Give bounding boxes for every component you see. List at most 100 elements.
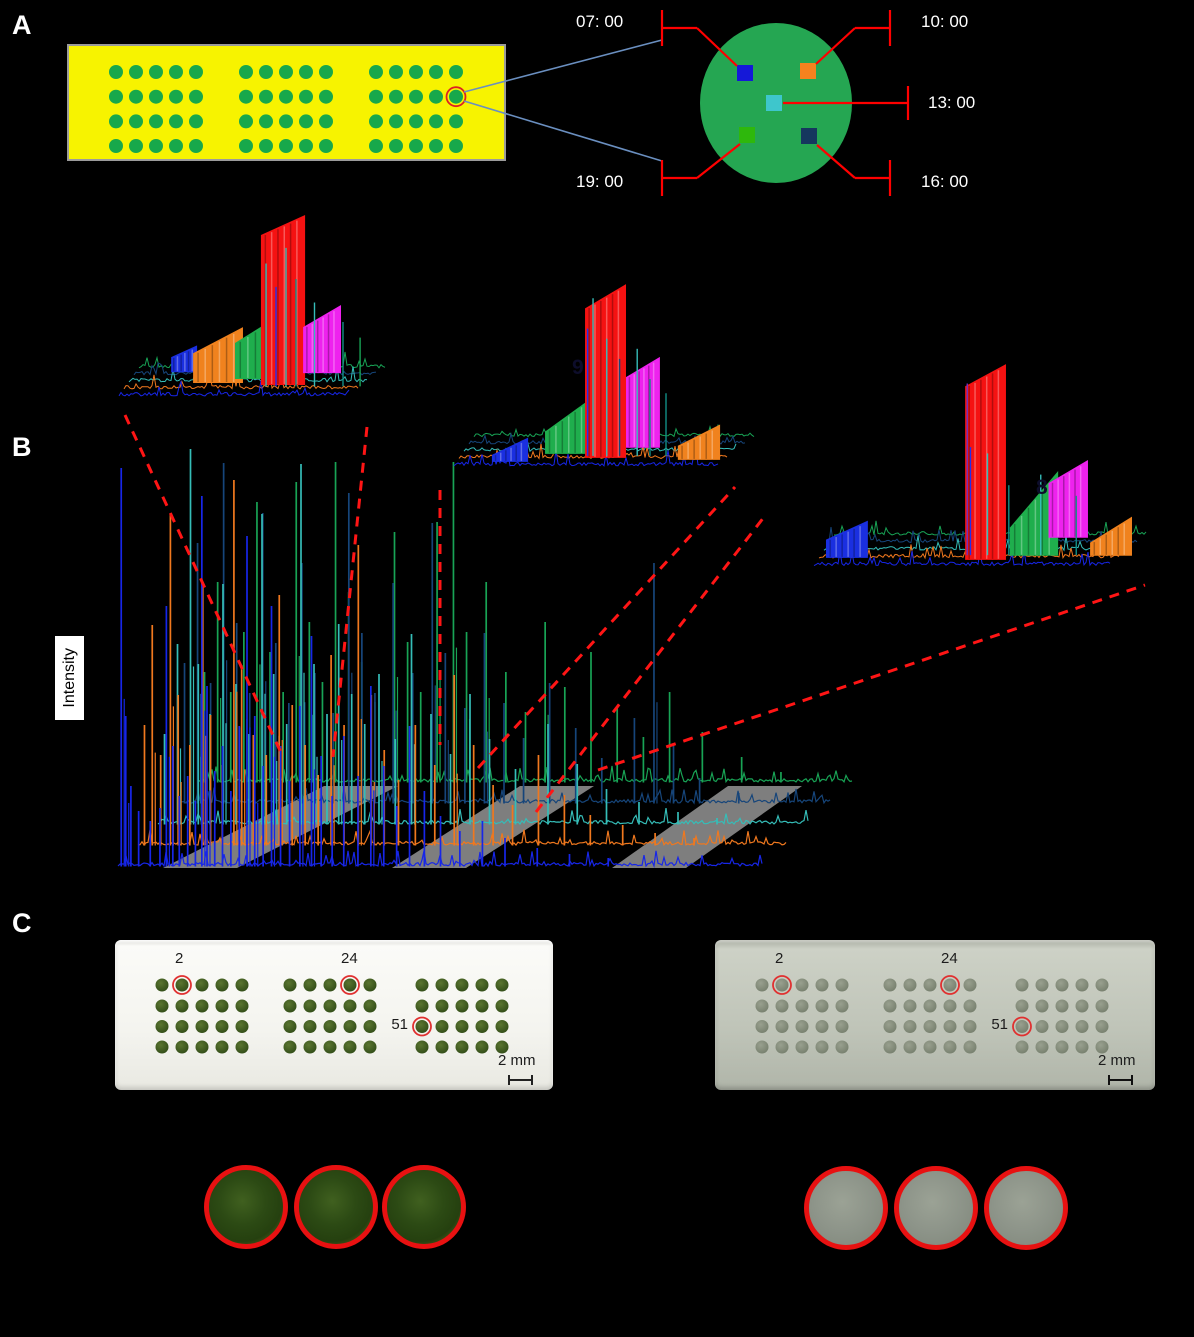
colony-spot (1035, 1040, 1049, 1054)
spectra-inset-2 (453, 284, 755, 467)
plate-dot (259, 65, 273, 79)
colony-plate-photo-dried (715, 940, 1155, 1090)
colony-spot (175, 1020, 189, 1033)
peak-fence-green (1009, 470, 1059, 556)
colony-spot (1095, 999, 1109, 1013)
zoom-region-band (612, 786, 802, 868)
colony-spot (235, 999, 249, 1013)
sampling-square-top-right (800, 63, 816, 79)
plate-dot (279, 89, 293, 104)
peak-fence-blue (825, 520, 868, 558)
highlighted-spot-ring (340, 975, 360, 995)
spot-label-2-left: 2 (175, 950, 184, 967)
plate-dot (319, 65, 333, 79)
colony-spot (235, 978, 249, 992)
colony-spot (155, 1020, 169, 1033)
colony-spot (963, 1020, 977, 1033)
colony-spot (283, 1040, 297, 1054)
peak-fence-red (585, 284, 626, 458)
plate-dot (189, 114, 203, 129)
plate-dot (169, 65, 183, 79)
colony-spot (963, 978, 977, 992)
colony-spot (495, 1040, 509, 1054)
colony-spot (435, 999, 449, 1013)
peak-fence-orange (677, 424, 721, 460)
colony-spot (755, 1040, 769, 1054)
plate-dot (409, 65, 423, 79)
time-connector-line (696, 27, 738, 67)
colony-spot (815, 999, 829, 1013)
plate-dot (389, 65, 403, 79)
plate-dot (149, 65, 163, 79)
colony-spot (1035, 1020, 1049, 1033)
colony-spot (1095, 978, 1109, 992)
time-connector-line (815, 27, 856, 65)
plate-dot (369, 139, 383, 153)
colony-spot (215, 978, 229, 992)
colony-spot (835, 1040, 849, 1054)
colony-spot (475, 978, 489, 992)
colony-closeup-green-3 (382, 1165, 466, 1249)
colony-spot (323, 1040, 337, 1054)
colony-spot (1015, 978, 1029, 992)
colony-spot (363, 978, 377, 992)
colony-spot (363, 999, 377, 1013)
plate-dot (449, 139, 463, 153)
colony-spot (1095, 1040, 1109, 1054)
colony-spot (943, 999, 957, 1013)
colony-spot (815, 978, 829, 992)
colony-spot (175, 978, 189, 992)
colony-spot (883, 999, 897, 1013)
zoom-dashed-line (534, 516, 766, 813)
time-label-1300: 13: 00 (928, 93, 976, 112)
colony-spot (363, 1040, 377, 1054)
colony-spot (155, 978, 169, 992)
colony-spot (923, 978, 937, 992)
plate-dot (299, 139, 313, 153)
colony-spot (1075, 999, 1089, 1013)
colony-spot (323, 999, 337, 1013)
plate-dot (369, 89, 383, 104)
plate-dot (449, 89, 463, 104)
colony-spot (1015, 1040, 1029, 1054)
time-label-1000: 10: 00 (921, 12, 969, 31)
panel-c-plates (155, 975, 1133, 1085)
colony-spot (435, 1020, 449, 1033)
plate-dot (259, 139, 273, 153)
plate-dot (169, 139, 183, 153)
colony-spot (943, 1040, 957, 1054)
colony-spot (215, 1020, 229, 1033)
spectrum-trace (123, 374, 359, 390)
colony-spot (1075, 978, 1089, 992)
colony-spot (1075, 1020, 1089, 1033)
colony-spot (495, 999, 509, 1013)
peak-fence-red (965, 364, 1006, 560)
colony-spot (235, 1040, 249, 1054)
colony-spot (235, 1020, 249, 1033)
plate-dot (259, 89, 273, 104)
colony-spot (415, 999, 429, 1013)
highlighted-spot-ring (772, 975, 792, 995)
plate-dot (129, 89, 143, 104)
plate-dot (389, 89, 403, 104)
plate-dot (259, 114, 273, 129)
plate-dot (239, 139, 253, 153)
spot-label-51-left: 51 (391, 1016, 408, 1033)
time-label-0700: 07: 00 (576, 12, 624, 31)
plate-dot (299, 65, 313, 79)
colony-spot (755, 978, 769, 992)
panel-b-label: B (12, 432, 32, 462)
colony-spot (195, 1040, 209, 1054)
colony-spot (963, 999, 977, 1013)
plate-dot (189, 89, 203, 104)
plate-dot (149, 89, 163, 104)
plate-dot (429, 65, 443, 79)
colony-closeup-gray-1 (804, 1166, 888, 1250)
sampling-square-bottom-right (801, 128, 817, 144)
plate-dot (279, 114, 293, 129)
colony-closeup-gray-3 (984, 1166, 1068, 1250)
zoom-dashed-line (331, 426, 369, 758)
plate-dot (239, 89, 253, 104)
zoom-dashed-line (123, 414, 285, 758)
